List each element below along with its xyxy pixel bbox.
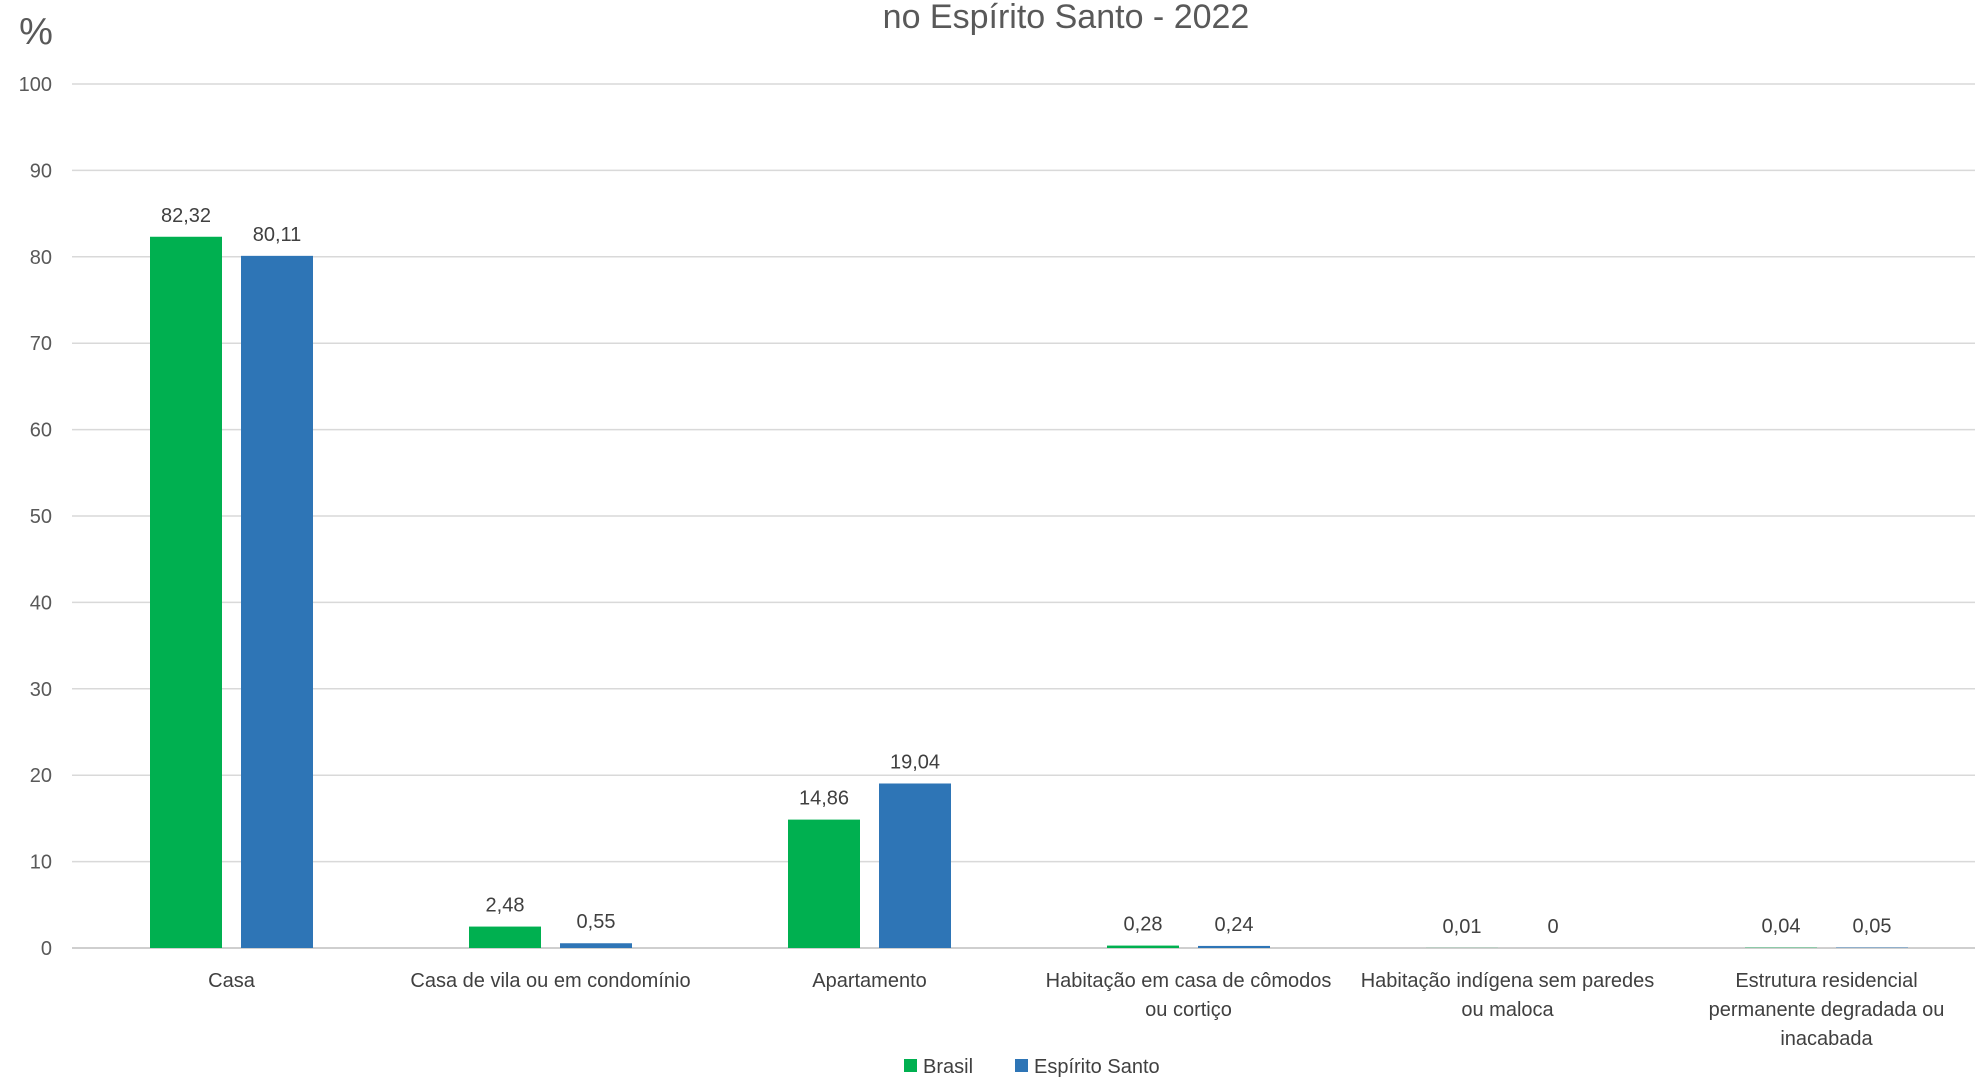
category-label: Habitação indígena sem paredes (1361, 970, 1655, 992)
legend-swatch (1015, 1059, 1028, 1072)
data-label: 0,55 (577, 911, 616, 933)
bar-espirito-santo (879, 783, 951, 948)
y-tick-label: 100 (19, 74, 52, 96)
data-labels: 82,32 80,11 2,48 0,55 14,86 19,04 0,28 0,24 0,01… (161, 205, 1892, 938)
data-label: 0 (1547, 916, 1558, 938)
y-tick-label: 10 (30, 852, 52, 874)
y-tick-label: 0 (41, 938, 52, 960)
bar-brasil (1107, 945, 1179, 948)
data-label: 14,86 (799, 788, 849, 810)
data-label: 0,04 (1762, 916, 1801, 938)
category-label: ou cortiço (1145, 999, 1232, 1021)
y-tick-label: 30 (30, 679, 52, 701)
bar-espirito-santo (1198, 945, 1270, 948)
y-axis-unit-label: % (19, 11, 53, 53)
x-axis-category-labels: Casa Casa de vila ou em condomínio Apartam… (208, 970, 1944, 1050)
legend-label: Espírito Santo (1034, 1056, 1160, 1078)
data-label: 19,04 (890, 751, 940, 773)
legend-swatch (904, 1059, 917, 1072)
y-tick-label: 90 (30, 160, 52, 182)
y-axis-tick-labels: 0 10 20 30 40 50 60 70 80 90 100 (19, 74, 52, 960)
category-label: Habitação em casa de cômodos (1046, 970, 1332, 992)
data-label: 82,32 (161, 205, 211, 227)
y-tick-label: 40 (30, 592, 52, 614)
y-tick-label: 50 (30, 506, 52, 528)
category-label: permanente degradada ou (1709, 999, 1945, 1021)
y-tick-label: 20 (30, 765, 52, 787)
category-label: Casa (208, 970, 256, 992)
bar-brasil (788, 819, 860, 948)
legend-label: Brasil (923, 1056, 973, 1078)
category-label: inacabada (1780, 1028, 1873, 1050)
data-label: 0,24 (1215, 914, 1254, 936)
data-label: 0,28 (1124, 914, 1163, 936)
bar-brasil (469, 926, 541, 948)
y-tick-label: 60 (30, 420, 52, 442)
y-tick-label: 80 (30, 247, 52, 269)
category-label: ou maloca (1461, 999, 1554, 1021)
gridlines (72, 83, 1975, 949)
data-label: 2,48 (486, 895, 525, 917)
data-label: 80,11 (253, 224, 302, 246)
legend: Brasil Espírito Santo (904, 1056, 1160, 1078)
bar-espirito-santo (560, 943, 632, 948)
data-label: 0,01 (1443, 916, 1482, 938)
bar-espirito-santo (241, 255, 313, 948)
bars (150, 236, 1908, 949)
data-label: 0,05 (1853, 916, 1892, 938)
category-label: Apartamento (812, 970, 927, 992)
chart-title: no Espírito Santo - 2022 (883, 0, 1250, 36)
category-label: Casa de vila ou em condomínio (410, 970, 690, 992)
bar-brasil (150, 236, 222, 949)
y-tick-label: 70 (30, 333, 52, 355)
category-label: Estrutura residencial (1735, 970, 1917, 992)
